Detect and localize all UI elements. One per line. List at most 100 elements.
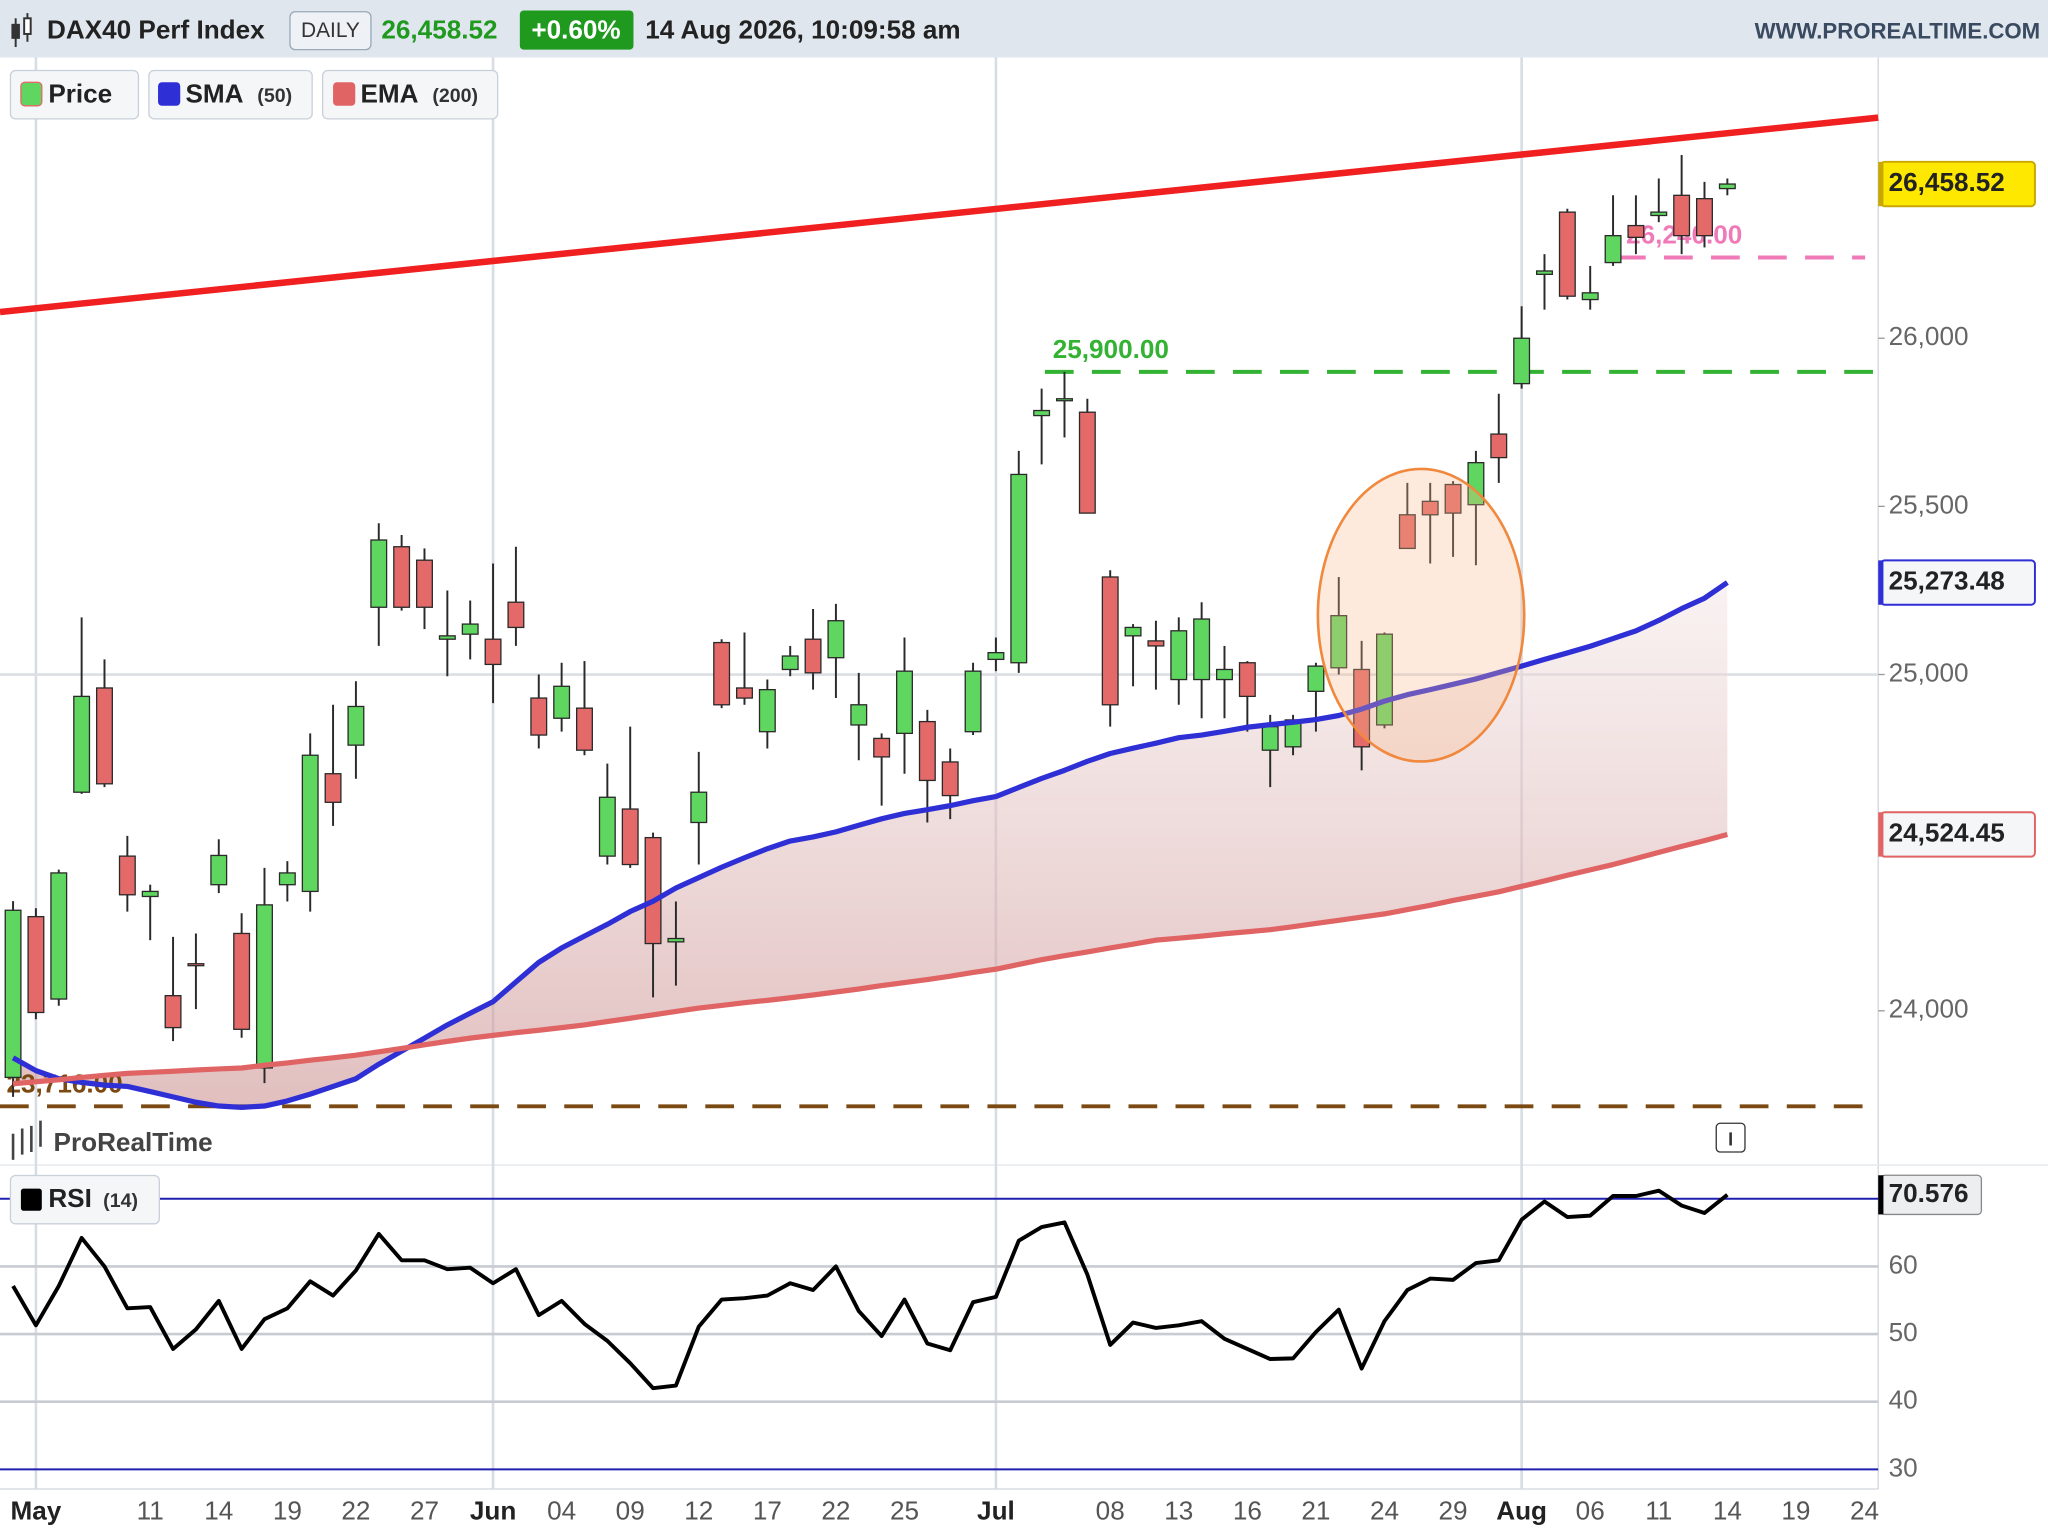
x-tick-label: 19 <box>273 1495 302 1525</box>
candle-body <box>50 872 68 1000</box>
candle-body <box>164 995 182 1029</box>
header-timestamp: 14 Aug 2026, 10:09:58 am <box>645 14 960 44</box>
candle-body <box>1650 211 1668 217</box>
x-tick-label: 27 <box>410 1495 439 1525</box>
legend-box[interactable] <box>148 69 313 120</box>
ma-line <box>11 580 1729 1110</box>
candle-body <box>1193 618 1211 681</box>
x-tick-label: 09 <box>616 1495 645 1525</box>
candle-body <box>1033 409 1051 417</box>
header-price: 26,458.52 <box>381 14 497 44</box>
candle-body <box>781 655 799 671</box>
legend-box[interactable] <box>9 69 140 120</box>
x-tick-label: Jul <box>977 1495 1015 1525</box>
candle-body <box>713 641 731 706</box>
candle-body <box>438 635 456 640</box>
candle-body <box>1147 640 1165 647</box>
x-tick-label: 17 <box>753 1495 782 1525</box>
legend-param: (14) <box>103 1190 138 1212</box>
header-site[interactable]: WWW.PROREALTIME.COM <box>1755 19 2041 44</box>
x-tick-label: 16 <box>1233 1495 1262 1525</box>
candle-body <box>644 836 662 945</box>
candle-body <box>278 872 296 886</box>
candle-body <box>1010 473 1028 664</box>
x-tick-label: Aug <box>1496 1495 1547 1525</box>
legend-label[interactable]: SMA <box>185 78 243 108</box>
header-title: DAX40 Perf Index <box>47 14 265 44</box>
candle-body <box>1558 211 1576 297</box>
legend-swatch <box>20 1188 42 1211</box>
legend-param: (200) <box>432 85 478 107</box>
candle-body <box>1101 576 1119 706</box>
candle-body <box>1627 224 1645 238</box>
candle-body <box>553 685 571 719</box>
level-label: 25,900.00 <box>1053 334 1169 364</box>
candle-body <box>4 909 22 1079</box>
candle-body <box>324 773 342 803</box>
header-change: +0.60% <box>531 14 620 44</box>
y-tick-label: 24,000 <box>1889 994 1969 1024</box>
candle-body <box>758 688 776 733</box>
value-tag-edge <box>1878 161 1884 207</box>
candle-body <box>598 796 616 857</box>
candle-body <box>918 720 936 782</box>
candle-body <box>187 963 205 967</box>
watermark: ProRealTime <box>11 1120 213 1160</box>
candle-body <box>941 761 959 797</box>
highlight-ellipse <box>1316 467 1526 763</box>
x-tick-label: 22 <box>821 1495 850 1525</box>
header-interval[interactable]: DAILY <box>301 19 360 42</box>
candle-body <box>393 546 411 608</box>
x-tick-label: Jun <box>470 1495 516 1525</box>
legend-box[interactable] <box>9 1174 160 1225</box>
y-tick-label: 40 <box>1889 1385 1918 1415</box>
y-tick-label: 25,500 <box>1889 489 1969 519</box>
value-tag-edge <box>1878 560 1884 605</box>
legend-box[interactable] <box>321 69 499 120</box>
y-tick-label: 30 <box>1889 1452 1918 1482</box>
candle-body <box>484 638 502 666</box>
candle-body <box>1444 483 1462 514</box>
legend-label[interactable]: Price <box>48 78 112 108</box>
legend-label[interactable]: EMA <box>360 78 418 108</box>
x-tick-label: 24 <box>1850 1495 1879 1525</box>
x-tick-label: 13 <box>1164 1495 1193 1525</box>
value-tag-edge <box>1878 812 1884 857</box>
candle-body <box>667 937 685 943</box>
candle-body <box>233 932 251 1030</box>
y-tick-label: 25,000 <box>1889 657 1969 687</box>
change-box <box>519 10 634 50</box>
x-tick-label: 29 <box>1439 1495 1468 1525</box>
candle-body <box>95 687 113 785</box>
price-axis-bg <box>1878 57 2048 1536</box>
candle-body <box>210 854 228 886</box>
candle-body <box>1216 668 1233 681</box>
candle-body <box>621 808 639 866</box>
candle-body <box>873 737 891 758</box>
value-tag-label: 70.576 <box>1889 1178 1969 1208</box>
candle-body <box>1398 514 1416 550</box>
x-tick-label: 24 <box>1370 1495 1399 1525</box>
candle-body <box>850 704 868 726</box>
candle-body <box>1696 198 1713 237</box>
candle-body <box>1261 725 1279 751</box>
candle-body <box>118 855 136 896</box>
candle-body <box>964 670 982 733</box>
candle-body <box>1330 615 1348 669</box>
interval-box[interactable] <box>289 11 372 51</box>
x-tick-label: 14 <box>204 1495 233 1525</box>
ma-line <box>12 831 1729 1087</box>
legend-label[interactable]: RSI <box>48 1183 92 1213</box>
y-tick-label: 60 <box>1889 1249 1918 1279</box>
x-tick-label: 04 <box>547 1495 576 1525</box>
candle-body <box>804 638 822 674</box>
candle-body <box>895 670 913 735</box>
candle-body <box>1536 270 1553 275</box>
candle-body <box>1056 398 1073 402</box>
x-tick-label: 25 <box>890 1495 919 1525</box>
watermark-text: ProRealTime <box>54 1127 213 1157</box>
candle-body <box>987 652 1005 661</box>
candle-body <box>27 915 45 1014</box>
legend-param: (50) <box>257 85 292 107</box>
